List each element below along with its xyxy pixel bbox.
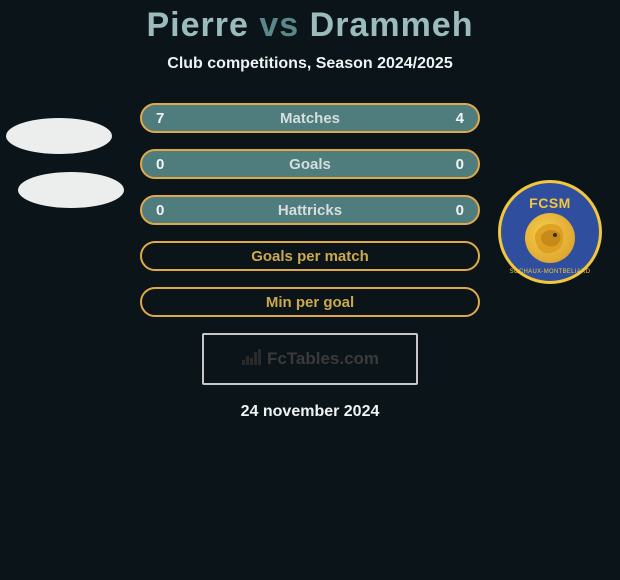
stat-left-value: 0 xyxy=(156,156,196,173)
stat-label: Goals per match xyxy=(196,248,424,265)
vs-separator: vs xyxy=(259,6,299,44)
stat-left-value: 7 xyxy=(156,110,196,127)
player1-name: Pierre xyxy=(147,6,249,44)
brand-box: FcTables.com xyxy=(202,333,418,385)
stat-label: Hattricks xyxy=(196,202,424,219)
player2-name: Drammeh xyxy=(310,6,474,44)
stat-label: Min per goal xyxy=(196,294,424,311)
lion-icon xyxy=(525,213,575,263)
stat-left-value: 0 xyxy=(156,202,196,219)
stat-right-value: 0 xyxy=(424,202,464,219)
club-badge: FCSM SOCHAUX-MONTBELIARD xyxy=(498,180,602,284)
bars-icon xyxy=(241,348,263,371)
subtitle: Club competitions, Season 2024/2025 xyxy=(167,55,452,73)
stat-label: Matches xyxy=(196,110,424,127)
stat-row-hattricks: 0 Hattricks 0 xyxy=(140,195,480,225)
date-text: 24 november 2024 xyxy=(241,403,380,421)
stat-row-matches: 7 Matches 4 xyxy=(140,103,480,133)
badge-outer: FCSM SOCHAUX-MONTBELIARD xyxy=(498,180,602,284)
badge-top-text: FCSM xyxy=(529,195,571,211)
badge-arc-text: SOCHAUX-MONTBELIARD xyxy=(510,269,591,275)
title: Pierre vs Drammeh xyxy=(147,6,474,45)
stat-right-value: 4 xyxy=(424,110,464,127)
stat-row-goals-per-match: Goals per match xyxy=(140,241,480,271)
stat-right-value: 0 xyxy=(424,156,464,173)
brand-text: FcTables.com xyxy=(267,349,379,369)
stat-row-min-per-goal: Min per goal xyxy=(140,287,480,317)
stat-row-goals: 0 Goals 0 xyxy=(140,149,480,179)
stat-label: Goals xyxy=(196,156,424,173)
